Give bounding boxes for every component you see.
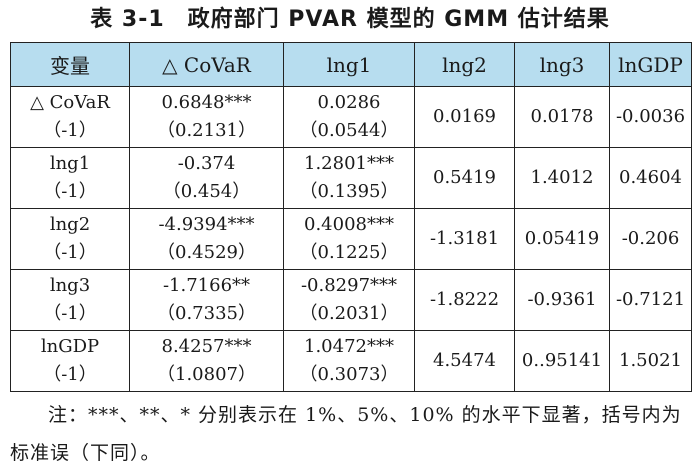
standard-error: （0.1225）	[299, 242, 399, 263]
standard-error: （0.2031）	[299, 303, 399, 324]
cell-lngdp: 1.5021	[609, 330, 692, 392]
cell-lng3: 0.0178	[514, 86, 610, 148]
cell-lng2: -1.3181	[414, 208, 515, 270]
standard-error: （0.1395）	[299, 181, 399, 202]
variable-lag: （-1）	[43, 120, 97, 141]
cell-lng2: 4.5474	[414, 330, 515, 392]
header-lngdp: lnGDP	[609, 42, 692, 87]
table-row: lnGDP （-1） 8.4257*** （1.0807） 1.0472*** …	[10, 330, 692, 392]
cell-covar: 8.4257*** （1.0807）	[129, 330, 284, 392]
coefficient: 0.0286	[317, 92, 381, 113]
cell-lng2: 0.0169	[414, 86, 515, 148]
cell-lng1: 1.2801*** （0.1395）	[283, 147, 415, 209]
variable-name: lng2	[49, 214, 91, 235]
cell-lngdp: -0.206	[609, 208, 692, 270]
cell-variable: lng1 （-1）	[10, 147, 130, 209]
variable-name: lng1	[49, 153, 91, 174]
table-row: △ CoVaR （-1） 0.6848*** （0.2131） 0.0286 （…	[10, 86, 692, 148]
coefficient: 8.4257***	[161, 336, 252, 357]
cell-lngdp: -0.0036	[609, 86, 692, 148]
variable-lag: （-1）	[43, 303, 97, 324]
cell-covar: -4.9394*** （0.4529）	[129, 208, 284, 270]
cell-covar: -0.374 （0.454）	[129, 147, 284, 209]
cell-lng1: 0.0286 （0.0544）	[283, 86, 415, 148]
cell-lng3: 0.05419	[514, 208, 610, 270]
variable-name: △ CoVaR	[30, 92, 110, 113]
standard-error: （0.454）	[162, 181, 251, 202]
cell-lng1: 0.4008*** （0.1225）	[283, 208, 415, 270]
coefficient: -0.374	[177, 153, 236, 174]
table-row: lng2 （-1） -4.9394*** （0.4529） 0.4008*** …	[10, 208, 692, 270]
table-row: lng1 （-1） -0.374 （0.454） 1.2801*** （0.13…	[10, 147, 692, 209]
header-lng1: lng1	[283, 42, 415, 87]
coefficient: 1.2801***	[304, 153, 394, 174]
cell-lng3: 0..95141	[514, 330, 610, 392]
standard-error: （0.4529）	[157, 242, 256, 263]
table-row: lng3 （-1） -1.7166** （0.7335） -0.8297*** …	[10, 269, 692, 331]
cell-covar: -1.7166** （0.7335）	[129, 269, 284, 331]
coefficient: 1.0472***	[304, 336, 394, 357]
cell-variable: △ CoVaR （-1）	[10, 86, 130, 148]
cell-lng3: 1.4012	[514, 147, 610, 209]
header-variable: 变量	[10, 42, 130, 87]
standard-error: （0.3073）	[299, 364, 399, 385]
cell-lng3: -0.9361	[514, 269, 610, 331]
coefficient: 0.6848***	[161, 92, 252, 113]
header-lng2: lng2	[414, 42, 515, 87]
cell-covar: 0.6848*** （0.2131）	[129, 86, 284, 148]
cell-variable: lnGDP （-1）	[10, 330, 130, 392]
cell-lng1: -0.8297*** （0.2031）	[283, 269, 415, 331]
header-row: 变量 △ CoVaR lng1 lng2 lng3 lnGDP	[10, 42, 692, 87]
coefficient: -1.7166**	[162, 275, 251, 296]
variable-name: lnGDP	[40, 336, 100, 357]
gmm-estimates-table: 变量 △ CoVaR lng1 lng2 lng3 lnGDP △ CoVaR …	[10, 42, 692, 392]
standard-error: （0.0544）	[299, 120, 399, 141]
table-footnote: 注：***、**、* 分别表示在 1%、5%、10% 的水平下显著，括号内为标准…	[10, 404, 682, 464]
cell-variable: lng2 （-1）	[10, 208, 130, 270]
coefficient: -0.8297***	[300, 275, 398, 296]
variable-name: lng3	[49, 275, 91, 296]
cell-lngdp: 0.4604	[609, 147, 692, 209]
standard-error: （1.0807）	[157, 364, 256, 385]
variable-lag: （-1）	[43, 364, 97, 385]
cell-variable: lng3 （-1）	[10, 269, 130, 331]
cell-lng2: 0.5419	[414, 147, 515, 209]
cell-lng2: -1.8222	[414, 269, 515, 331]
variable-lag: （-1）	[43, 242, 97, 263]
cell-lng1: 1.0472*** （0.3073）	[283, 330, 415, 392]
standard-error: （0.7335）	[157, 303, 256, 324]
header-covar: △ CoVaR	[129, 42, 284, 87]
header-lng3: lng3	[514, 42, 610, 87]
variable-lag: （-1）	[43, 181, 97, 202]
coefficient: 0.4008***	[304, 214, 394, 235]
table-title: 表 3-1 政府部门 PVAR 模型的 GMM 估计结果	[90, 7, 610, 32]
cell-lngdp: -0.7121	[609, 269, 692, 331]
coefficient: -4.9394***	[158, 214, 255, 235]
standard-error: （0.2131）	[157, 120, 256, 141]
